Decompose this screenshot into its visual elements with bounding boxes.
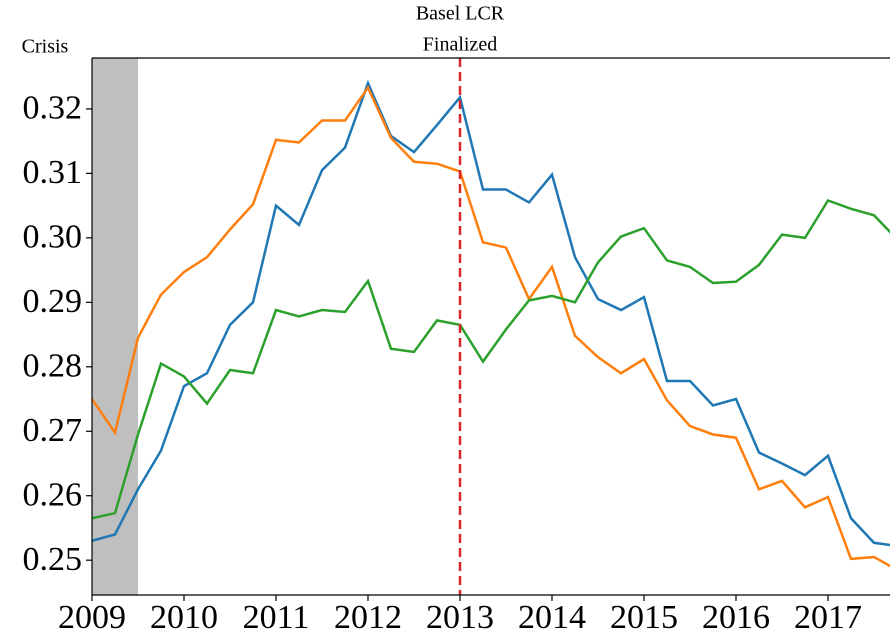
series-line <box>92 198 890 520</box>
crisis-span <box>92 58 138 595</box>
x-tick-label: 2010 <box>150 599 218 636</box>
y-tick-label: 0.28 <box>23 348 83 385</box>
event-label: Basel LCR <box>416 3 505 25</box>
crisis-label: Crisis <box>22 36 69 58</box>
x-tick-label: 2015 <box>610 599 678 636</box>
y-tick-label: 0.25 <box>23 541 83 578</box>
y-tick-label: 0.29 <box>23 283 83 320</box>
y-tick-label: 0.30 <box>23 219 83 256</box>
x-tick-label: 2014 <box>518 599 586 636</box>
x-tick-label: 2012 <box>334 599 402 636</box>
x-tick-label: 2016 <box>702 599 770 636</box>
y-tick-label: 0.32 <box>23 90 83 127</box>
plot-area <box>92 79 890 568</box>
y-tick-label: 0.27 <box>23 412 83 449</box>
event-label: Finalized <box>423 34 497 56</box>
x-tick-label: 2009 <box>58 599 126 636</box>
x-tick-label: 2011 <box>243 599 310 636</box>
series-line <box>92 85 890 568</box>
y-tick-label: 0.26 <box>23 477 83 514</box>
series-line <box>92 79 890 547</box>
y-tick-label: 0.31 <box>23 154 83 191</box>
x-tick-label: 2013 <box>426 599 494 636</box>
x-tick-label: 2017 <box>794 599 862 636</box>
